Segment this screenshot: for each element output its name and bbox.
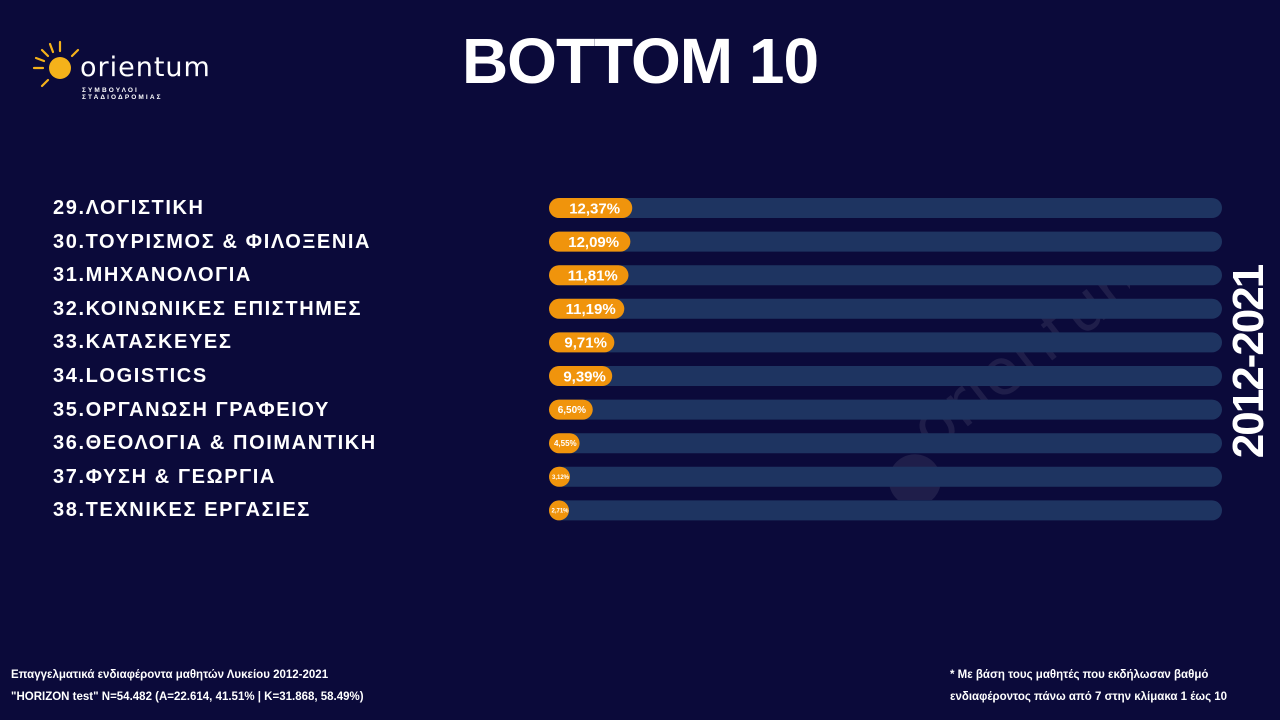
bar (549, 366, 613, 386)
sun-icon (32, 40, 80, 88)
bar (549, 265, 629, 286)
bar (549, 198, 633, 218)
bar-track (549, 332, 1222, 353)
category-label: 38.ΤΕΧΝΙΚΕΣ ΕΡΓΑΣΙΕΣ (53, 499, 311, 522)
footer-note-line-2: ενδιαφέροντος πάνω από 7 στην κλίμακα 1 … (950, 691, 1228, 703)
bar-track (549, 433, 1222, 454)
bar-track (549, 366, 1222, 386)
bar-value-label: 11,19% (566, 301, 616, 318)
bar (549, 231, 631, 252)
bar-track (549, 198, 1222, 218)
page-title: BOTTOM 10 (461, 25, 819, 97)
bar-value-label: 9,39% (563, 368, 606, 385)
bar (549, 399, 593, 420)
category-label: 36.ΘΕΟΛΟΓΙΑ & ΠΟΙΜΑΝΤΙΚΗ (53, 432, 377, 455)
bar-value-label: 9,71% (564, 335, 607, 352)
logo-wordmark: orientum (80, 52, 211, 83)
bar (549, 466, 570, 487)
category-label: 33.ΚΑΤΑΣΚΕΥΕΣ (53, 331, 233, 354)
category-label: 34.LOGISTICS (53, 365, 208, 387)
category-label: 29.ΛΟΓΙΣΤΙΚΗ (53, 197, 205, 219)
category-label: 37.ΦΥΣΗ & ΓΕΩΡΓΙΑ (53, 465, 276, 488)
footer-note: * Με βάση τους μαθητές που εκδήλωσαν βαθ… (950, 664, 1227, 708)
footer-source-line-1: Επαγγελματικά ενδιαφέροντα μαθητών Λυκεί… (11, 669, 329, 681)
bar-value-label: 11,81% (568, 267, 618, 284)
bar-value-label: 3,12% (552, 475, 570, 481)
bar-value-label: 4,55% (554, 439, 577, 448)
bar (549, 298, 625, 319)
bar (549, 433, 580, 454)
bar-track (549, 500, 1222, 521)
footer-source-line-2: "HORIZON test" N=54.482 (A=22.614, 41.51… (11, 691, 364, 703)
bar-value-label: 12,09% (568, 234, 619, 251)
bar-track (549, 265, 1222, 286)
bar-track (549, 466, 1222, 487)
category-label: 31.ΜΗΧΑΝΟΛΟΓΙΑ (53, 264, 252, 287)
bar (549, 500, 569, 521)
bar-track (549, 399, 1222, 420)
category-label: 30.ΤΟΥΡΙΣΜΟΣ & ΦΙΛΟΞΕΝΙΑ (53, 230, 372, 253)
footer-note-line-1: * Με βάση τους μαθητές που εκδήλωσαν βαθ… (950, 669, 1209, 681)
footer-source: Επαγγελματικά ενδιαφέροντα μαθητών Λυκεί… (11, 664, 364, 708)
bar-track (549, 231, 1222, 252)
orientum-logo: orientum ΣΥΜΒΟΥΛΟΙ ΣΤΑΔΙΟΔΡΟΜΙΑΣ (30, 38, 220, 101)
bar-value-label: 12,37% (569, 200, 620, 217)
bar-value-label: 2,71% (551, 509, 569, 515)
bar-track (549, 298, 1222, 319)
category-label: 35.ΟΡΓΑΝΩΣΗ ΓΡΑΦΕΙΟΥ (53, 398, 330, 421)
bar (549, 332, 615, 353)
bar-value-label: 6,50% (558, 405, 586, 416)
logo-tagline: ΣΥΜΒΟΥΛΟΙ ΣΤΑΔΙΟΔΡΟΜΙΑΣ (82, 87, 163, 101)
category-label: 32.ΚΟΙΝΩΝΙΚΕΣ ΕΠΙΣΤΗΜΕΣ (53, 297, 363, 320)
